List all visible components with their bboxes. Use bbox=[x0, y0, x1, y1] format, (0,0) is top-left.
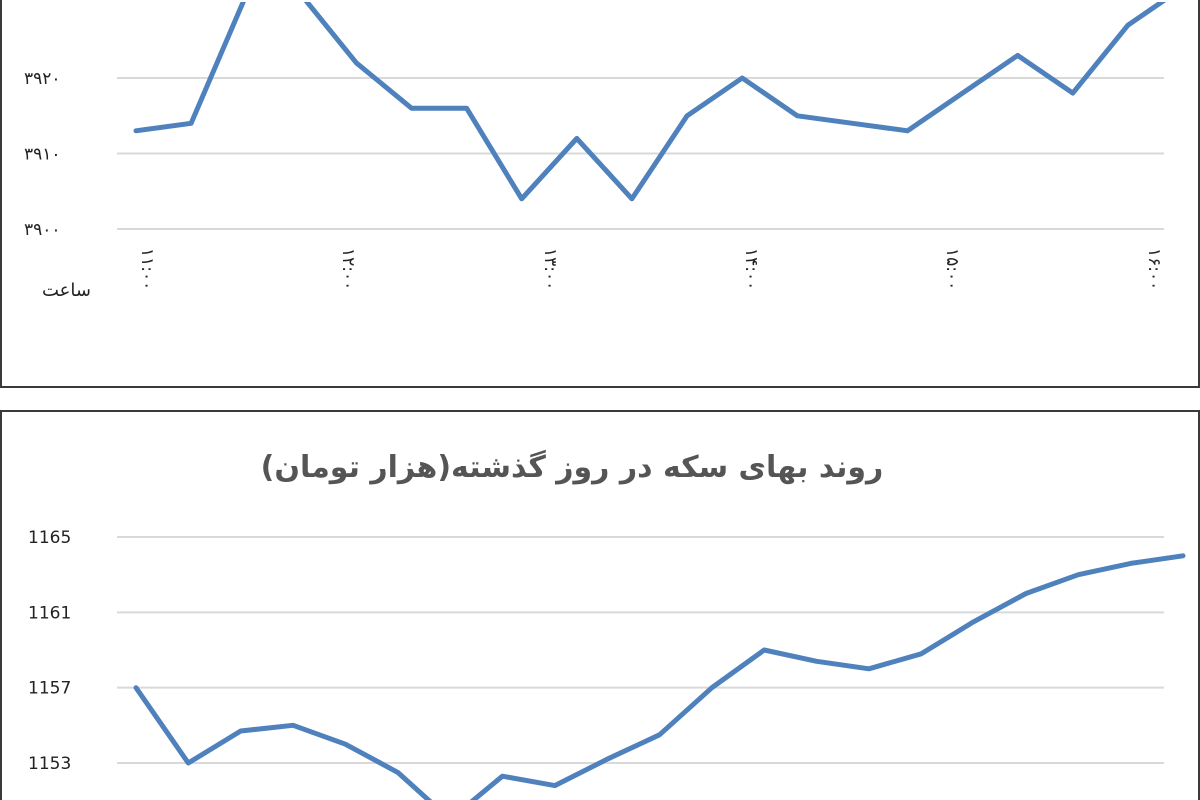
top-plot-area: ۳۹۰۰ ۳۹۱۰ ۳۹۲۰ bbox=[24, 2, 1167, 240]
top-x-axis-label: ساعت bbox=[42, 280, 91, 301]
bottom-line-chart: 1153 1157 1161 1165 bbox=[28, 528, 1186, 800]
x-tick-label: ۱۳:۰۰ bbox=[540, 248, 560, 290]
y-tick-label: ۳۹۲۰ bbox=[24, 69, 61, 89]
bottom-chart-title: روند بهای سکه در روز گذشته(هزار تومان) bbox=[260, 450, 884, 485]
y-tick-label: ۳۹۰۰ bbox=[24, 220, 61, 240]
y-tick-label: 1153 bbox=[28, 754, 71, 774]
x-tick-label: ۱۶:۰۰ bbox=[1144, 248, 1164, 290]
x-tick-label: ۱۴:۰۰ bbox=[741, 248, 761, 290]
top-chart-panel: ۳۹۰۰ ۳۹۱۰ ۳۹۲۰ ۱۱:۰۰ ۱۲:۰۰ ۱۳:۰۰ ۱۴:۰۰ ۱۵:۰۰ ۱۶:… bbox=[0, 0, 1200, 388]
bottom-chart-panel: روند بهای سکه در روز گذشته(هزار تومان) 1… bbox=[0, 410, 1200, 800]
x-tick-label: ۱۱:۰۰ bbox=[137, 248, 157, 290]
y-tick-label: 1157 bbox=[28, 679, 71, 699]
y-tick-label: 1165 bbox=[28, 528, 71, 548]
y-tick-label: 1161 bbox=[28, 603, 71, 623]
top-line-chart: ۳۹۰۰ ۳۹۱۰ ۳۹۲۰ ۱۱:۰۰ ۱۲:۰۰ ۱۳:۰۰ ۱۴:۰۰ ۱۵:۰۰ ۱۶:… bbox=[24, 2, 1167, 290]
x-tick-label: ۱۵:۰۰ bbox=[942, 248, 962, 290]
x-tick-label: ۱۲:۰۰ bbox=[338, 248, 358, 290]
y-tick-label: ۳۹۱۰ bbox=[24, 145, 61, 165]
series-line bbox=[133, 2, 1167, 202]
